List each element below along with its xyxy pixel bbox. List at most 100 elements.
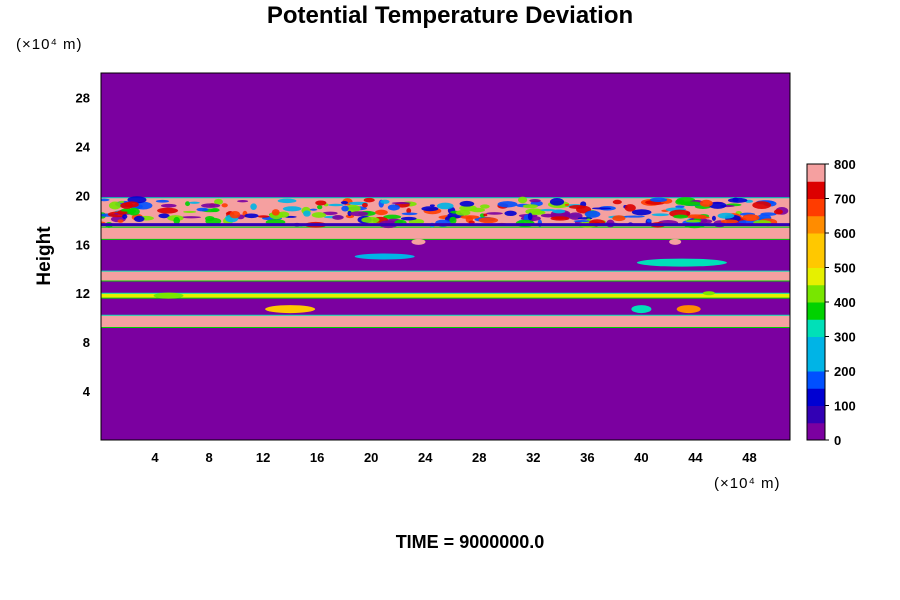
- turbulence-blob: [133, 215, 145, 223]
- colorbar-tick-label: 800: [834, 157, 856, 172]
- turbulence-blob: [646, 219, 652, 223]
- turbulence-blob: [155, 199, 170, 203]
- plot-background: [101, 73, 790, 440]
- turbulence-blob: [185, 201, 191, 207]
- feature-blob: [354, 253, 415, 260]
- turbulence-blob: [391, 202, 411, 205]
- turbulence-blob: [101, 198, 110, 202]
- turbulence-blob: [459, 200, 475, 207]
- turbulence-blob: [623, 215, 645, 218]
- turbulence-blob: [540, 213, 556, 218]
- colorbar-step: [807, 284, 825, 303]
- turbulence-blob: [317, 205, 323, 210]
- colorbar-step: [807, 215, 825, 234]
- y-tick-label: 24: [76, 139, 91, 154]
- x-tick-label: 48: [742, 450, 756, 465]
- x-tick-label: 40: [634, 450, 648, 465]
- turbulence-blob: [196, 207, 209, 212]
- turbulence-blob: [478, 217, 499, 224]
- turbulence-blob: [173, 216, 181, 225]
- turbulence-blob: [675, 205, 685, 209]
- colorbar: 0 100 200 300 400 500 600 700 800: [806, 157, 856, 448]
- turbulence-blob: [315, 200, 327, 206]
- turbulence-blob: [282, 206, 302, 212]
- colorbar-tick-label: 700: [834, 192, 856, 207]
- feature-blob: [702, 291, 715, 296]
- turbulence-blob: [214, 198, 223, 205]
- turbulence-blob: [374, 209, 388, 216]
- turbulence-blob: [711, 215, 716, 221]
- y-tick-label: 28: [76, 90, 90, 105]
- x-tick-label: 32: [526, 450, 540, 465]
- x-tick-label: 28: [472, 450, 486, 465]
- turbulence-blob: [550, 216, 570, 221]
- feature-blob: [669, 238, 682, 245]
- turbulence-blob: [468, 220, 475, 224]
- turbulence-blob: [250, 203, 257, 210]
- colorbar-tick-label: 200: [834, 364, 856, 379]
- turbulence-blob: [752, 201, 772, 209]
- turbulence-blob: [549, 198, 565, 206]
- colorbar-tick-label: 300: [834, 330, 856, 345]
- colorbar-step: [807, 164, 825, 182]
- turbulence-blob: [349, 211, 369, 217]
- colorbar-step: [807, 198, 825, 217]
- turbulence-blob: [735, 211, 742, 215]
- colorbar-tick-label: 600: [834, 226, 856, 241]
- turbulence-blob: [362, 202, 368, 208]
- time-label: TIME = 9000000.0: [395, 532, 545, 552]
- turbulence-edge: [101, 223, 790, 227]
- turbulence-blob: [332, 215, 344, 220]
- plot-area: [101, 73, 790, 440]
- turbulence-blob: [717, 212, 735, 219]
- y-tick-label: 16: [76, 237, 90, 252]
- y-tick-label: 12: [76, 286, 90, 301]
- turbulence-blob: [568, 205, 586, 209]
- colorbar-step: [807, 233, 825, 251]
- turbulence-blob: [455, 209, 471, 216]
- turbulence-blob: [531, 210, 546, 215]
- turbulence-blob: [460, 215, 480, 220]
- turbulence-blob: [685, 219, 701, 223]
- turbulence-blob: [221, 203, 228, 208]
- x-tick-label: 24: [418, 450, 433, 465]
- turbulence-blob: [673, 214, 689, 219]
- colorbar-tick-label: 0: [834, 433, 841, 448]
- x-tick-label: 20: [364, 450, 378, 465]
- turbulence-blob: [322, 211, 338, 215]
- x-tick-label: 44: [688, 450, 703, 465]
- turbulence-blob: [160, 203, 177, 208]
- x-tick-label: 8: [205, 450, 212, 465]
- band-5: [101, 293, 790, 299]
- colorbar-tick-label: 500: [834, 261, 856, 276]
- colorbar-step: [807, 405, 825, 424]
- turbulence-blob: [564, 203, 569, 207]
- turbulence-blob: [540, 208, 556, 212]
- turbulence-blob: [692, 216, 710, 219]
- turbulence-blob: [529, 199, 541, 203]
- y-axis: 4 8 12 16 20 24 28: [76, 90, 91, 399]
- turbulence-blob: [344, 204, 361, 213]
- turbulence-blob: [361, 216, 380, 224]
- turbulence-blob: [328, 203, 344, 207]
- turbulence-blob: [584, 210, 601, 218]
- turbulence-blob: [720, 219, 739, 224]
- colorbar-step: [807, 371, 825, 389]
- plot-frame: [100, 72, 791, 441]
- turbulence-blob: [311, 212, 327, 218]
- turbulence-blob: [504, 210, 517, 217]
- turbulence-blob: [380, 199, 390, 204]
- turbulence-blob: [277, 211, 290, 218]
- turbulence-blob: [345, 214, 355, 219]
- turbulence-blob: [181, 216, 202, 219]
- x-tick-label: 36: [580, 450, 594, 465]
- turbulence-blob: [363, 197, 375, 203]
- x-axis: 4 8 12 16 20 24 28 32 36 40 44 48: [151, 450, 756, 465]
- colorbar-step: [807, 336, 825, 355]
- turbulence-blob: [117, 219, 124, 223]
- colorbar-step: [807, 267, 825, 286]
- turbulence-blob: [341, 205, 349, 212]
- turbulence-blob: [727, 197, 748, 203]
- turbulence-blob: [421, 206, 439, 212]
